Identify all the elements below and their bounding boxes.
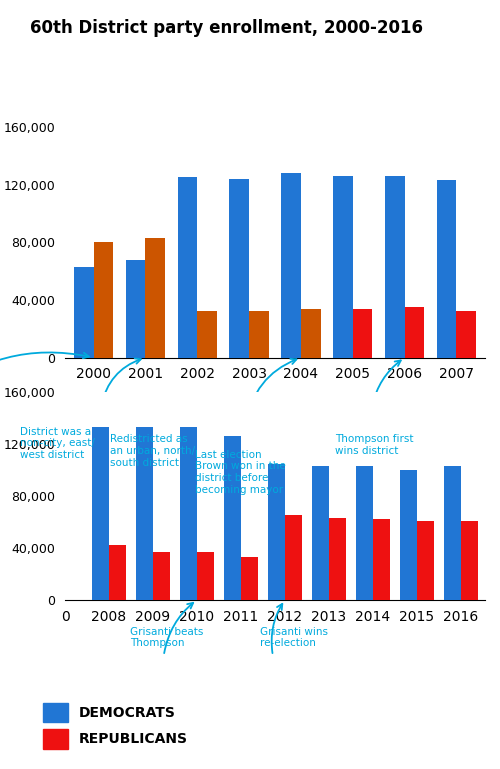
- Text: District was a
non-city, east/
west district: District was a non-city, east/ west dist…: [20, 427, 95, 460]
- Bar: [444, 466, 461, 600]
- Bar: [301, 308, 320, 358]
- Bar: [437, 180, 456, 358]
- Bar: [126, 259, 146, 358]
- Text: Grisanti wins
re-election: Grisanti wins re-election: [260, 627, 328, 648]
- Bar: [333, 176, 353, 358]
- Bar: [94, 242, 113, 358]
- Bar: [404, 307, 424, 358]
- Bar: [353, 308, 372, 358]
- Bar: [153, 552, 170, 600]
- Bar: [180, 428, 197, 600]
- Bar: [197, 311, 217, 358]
- Bar: [178, 178, 197, 358]
- Bar: [230, 179, 249, 358]
- Bar: [74, 267, 94, 358]
- Text: Grisanti beats
Thompson: Grisanti beats Thompson: [130, 627, 204, 648]
- Bar: [417, 521, 434, 600]
- Bar: [197, 552, 214, 600]
- Bar: [268, 464, 285, 600]
- Text: Redistricted as
an urban, north/
south district: Redistricted as an urban, north/ south d…: [110, 434, 195, 468]
- Bar: [456, 311, 476, 358]
- Bar: [281, 173, 301, 358]
- Bar: [461, 521, 477, 600]
- Bar: [136, 428, 153, 600]
- Bar: [400, 470, 417, 600]
- Bar: [241, 557, 258, 600]
- Text: Last election
Brown won in the
district before
becoming mayor: Last election Brown won in the district …: [195, 450, 286, 494]
- Bar: [312, 466, 329, 600]
- Bar: [224, 436, 241, 600]
- Bar: [249, 311, 269, 358]
- Bar: [92, 428, 109, 600]
- Text: 60th District party enrollment, 2000-2016: 60th District party enrollment, 2000-201…: [30, 19, 423, 37]
- Text: Thompson first
wins district: Thompson first wins district: [335, 434, 413, 456]
- Bar: [373, 519, 390, 600]
- Bar: [329, 518, 345, 600]
- Bar: [285, 515, 302, 600]
- Bar: [356, 466, 373, 600]
- Bar: [109, 545, 126, 600]
- Legend: DEMOCRATS, REPUBLICANS: DEMOCRATS, REPUBLICANS: [37, 697, 193, 754]
- Bar: [146, 238, 165, 358]
- Bar: [385, 176, 404, 358]
